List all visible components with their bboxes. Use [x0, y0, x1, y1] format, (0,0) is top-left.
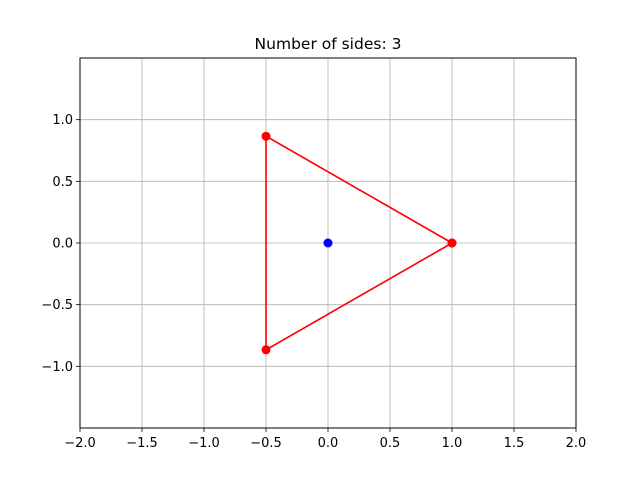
y-tick-label: 1.0 [52, 113, 73, 128]
y-tick-label: −1.0 [41, 360, 73, 375]
x-tick-label: −1.5 [126, 436, 158, 451]
x-tick-label: −1.0 [188, 436, 220, 451]
y-tick-label: −0.5 [41, 298, 73, 313]
x-tick-label: 0.0 [318, 436, 339, 451]
y-tick-label: 0.5 [52, 175, 73, 190]
x-tick-label: 2.0 [566, 436, 587, 451]
vertex-point [261, 131, 271, 141]
y-tick-label: 0.0 [52, 237, 73, 252]
center-point [323, 238, 333, 248]
x-tick-label: 1.0 [442, 436, 463, 451]
polygon-edge-line [265, 134, 453, 352]
x-tick-label: 1.5 [504, 436, 525, 451]
x-tick-label: 0.5 [380, 436, 401, 451]
series-layer [261, 131, 457, 355]
x-tick-label: −0.5 [250, 436, 282, 451]
x-tick-label: −2.0 [64, 436, 96, 451]
tick-layer: −2.0 −1.5 −1.0 −0.5 0.0 0.5 1.0 1.5 2.0 1.0 0.5 0.0… [41, 113, 586, 451]
vertex-point [261, 345, 271, 355]
chart-title: Number of sides: 3 [255, 35, 402, 53]
vertex-point [447, 238, 457, 248]
